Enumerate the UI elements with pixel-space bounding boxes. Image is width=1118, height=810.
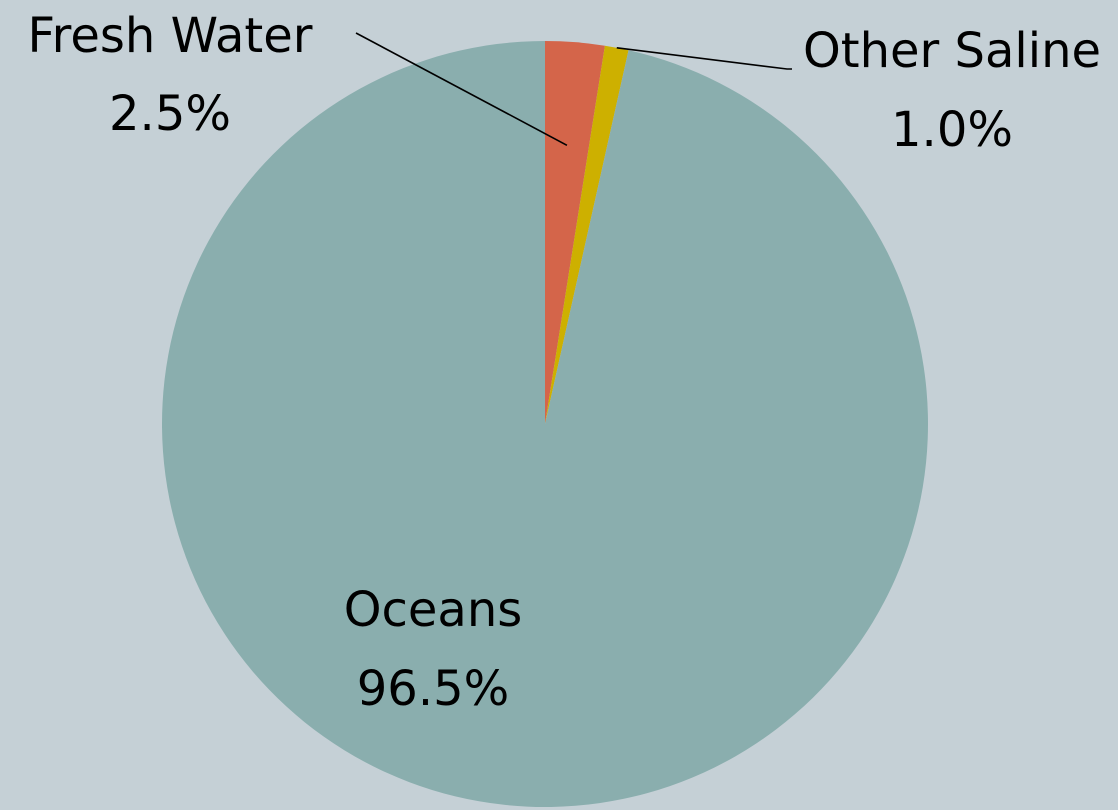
pie-slice-oceans	[162, 41, 928, 807]
slice-value-fresh-water: 2.5%	[109, 86, 231, 142]
pie-slice-fresh-water	[545, 41, 605, 424]
leader-lines	[355, 32, 792, 146]
pie-slice-other-saline	[545, 45, 629, 425]
slice-label-oceans: Oceans	[344, 582, 523, 638]
pie-slices	[162, 41, 928, 807]
slice-value-other-saline: 1.0%	[891, 102, 1013, 158]
slice-value-oceans: 96.5%	[357, 661, 509, 717]
slice-label-fresh-water: Fresh Water	[28, 8, 313, 64]
leader-line-fresh-water	[355, 32, 568, 146]
leader-line-other-saline	[616, 46, 792, 70]
slice-label-other-saline: Other Saline	[803, 23, 1101, 79]
